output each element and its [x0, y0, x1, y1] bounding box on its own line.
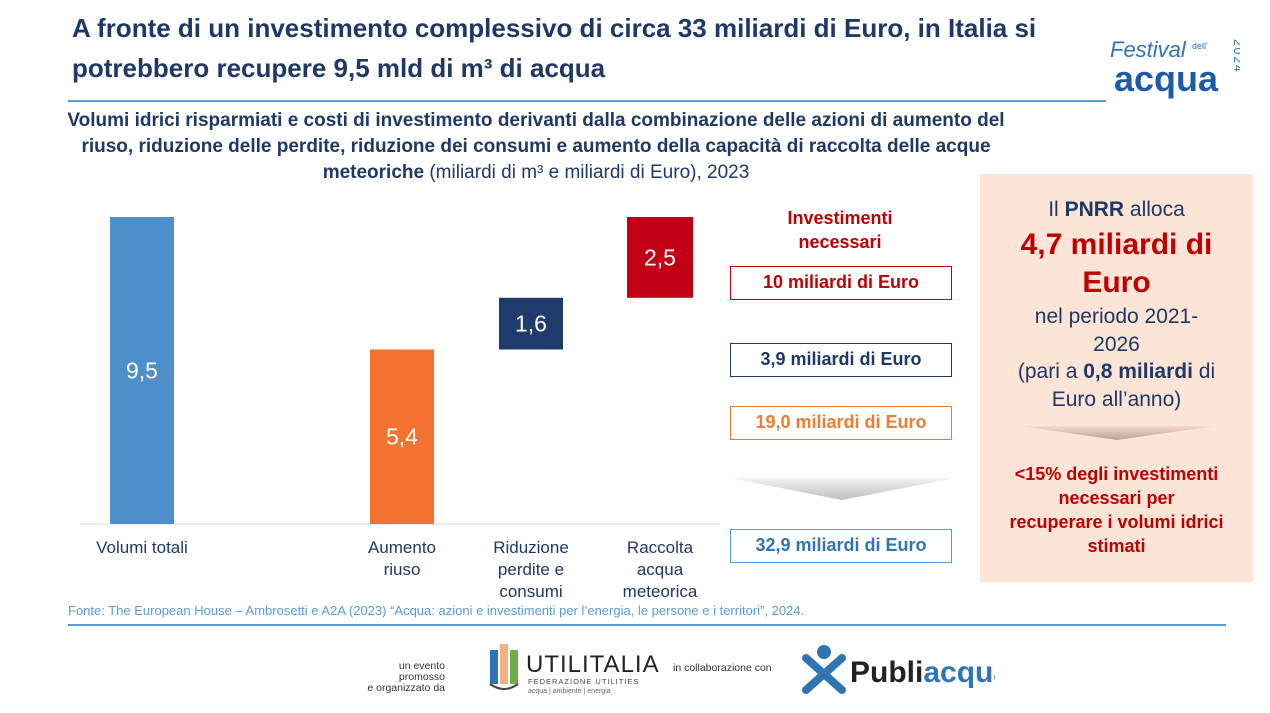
- utilitalia-sub: FEDERAZIONE UTILITIES: [528, 677, 639, 686]
- bar-value-label-4: 2,5: [644, 244, 676, 270]
- pnrr-annual: (pari a 0,8 miliardi di Euro all’anno): [980, 358, 1253, 414]
- pnrr-line1: Il PNRR alloca: [980, 198, 1253, 222]
- pnrr-period: nel periodo 2021- 2026: [980, 303, 1253, 359]
- logo-acqua-text: acqua: [1114, 58, 1219, 99]
- logo-dell-text: dell': [1192, 41, 1208, 51]
- pnrr-post: alloca: [1124, 198, 1185, 221]
- category-label-2: Aumento riuso: [332, 537, 472, 581]
- investments-heading-line2: necessari: [798, 232, 882, 252]
- logo-year-text: 2024: [1231, 39, 1240, 74]
- footer-divider: [68, 624, 1226, 626]
- pnrr-bold: PNRR: [1064, 198, 1125, 221]
- pnrr-pari-pre: (pari a: [1017, 360, 1084, 383]
- publi-text: Publi: [850, 656, 923, 689]
- investment-box-raccolta: 19,0 miliardi di Euro: [730, 406, 952, 440]
- pnrr-period-line2: 2026: [1093, 333, 1140, 356]
- pnrr-conclusion-line2: necessari per: [1058, 488, 1175, 508]
- promo-text: un evento promosso e organizzato da: [355, 661, 445, 694]
- pnrr-pari-post: di: [1192, 360, 1216, 383]
- pnrr-callout: [980, 174, 1253, 582]
- bar-4: [627, 217, 693, 298]
- category-label-3-line-1: Riduzione: [493, 538, 569, 557]
- promo-line1: un evento promosso: [398, 660, 445, 683]
- pnrr-arrow-icon: [1020, 426, 1215, 440]
- promo-line2: e organizzato da: [367, 682, 445, 694]
- pnrr-conclusion-line3: recuperare i volumi idrici: [1009, 512, 1224, 532]
- waterfall-chart: 9,5 5,4 1,6 2,5: [80, 217, 720, 525]
- category-label-4: Raccolta acqua meteorica: [590, 537, 730, 603]
- utilitalia-name: UTILITALIA: [526, 651, 660, 678]
- festival-dell-acqua-logo: Festival dell' acqua 2024: [1110, 37, 1240, 99]
- source-note: Fonte: The European House – Ambrosetti e…: [68, 603, 805, 618]
- bar-value-label-2: 5,4: [386, 424, 418, 450]
- pnrr-amount-line1: 4,7 miliardi di: [1020, 228, 1213, 261]
- category-label-3-line-3: consumi: [499, 582, 563, 601]
- category-label-3-line-2: perdite e: [497, 560, 565, 579]
- chart-bar-labels: 9,5 5,4 1,6 2,5: [126, 244, 676, 449]
- pnrr-period-line1: nel periodo 2021-: [1034, 305, 1199, 328]
- pnrr-conclusion-line4: stimati: [1087, 536, 1146, 556]
- pnrr-pari-bold: 0,8 miliardi: [1083, 360, 1193, 383]
- utilitalia-tag: acqua | ambiente | energia: [528, 688, 611, 695]
- investments-heading: Investimenti necessari: [760, 206, 920, 254]
- utilitalia-logo: UTILITALIA FEDERAZIONE UTILITIES acqua |…: [489, 644, 660, 695]
- bar-value-label-1: 9,5: [126, 358, 158, 384]
- sum-arrow-icon: [730, 478, 955, 500]
- chart-bars: [110, 217, 693, 524]
- category-label-2-line-1: Aumento: [367, 538, 437, 557]
- bar-value-label-3: 1,6: [515, 311, 547, 337]
- category-label-2-line-2: riuso: [383, 560, 421, 579]
- category-label-3: Riduzione perdite e consumi: [461, 537, 601, 603]
- acqua-text: acqua: [923, 656, 995, 689]
- bar-3: [499, 297, 563, 350]
- pnrr-pre: Il: [1048, 198, 1065, 221]
- collab-text: in collaborazione con: [673, 662, 772, 674]
- category-label-1: Volumi totali: [72, 537, 212, 559]
- pnrr-conclusion-line1: <15% degli investimenti: [1014, 464, 1219, 484]
- investments-heading-line1: Investimenti: [787, 208, 893, 228]
- slide-title: A fronte di un investimento complessivo …: [72, 13, 1037, 83]
- svg-text:Publiacqua: Publiacqua: [850, 656, 995, 689]
- investment-box-riuso: 10 miliardi di Euro: [730, 266, 952, 300]
- pnrr-amount-line2: Euro: [1082, 266, 1151, 299]
- publiacqua-logo: Publiacqua: [802, 645, 995, 694]
- pnrr-conclusion: <15% degli investimenti necessari per re…: [980, 462, 1253, 558]
- investment-box-total: 32,9 miliardi di Euro: [730, 529, 952, 563]
- bar-1: [110, 217, 174, 524]
- bar-2: [370, 349, 434, 524]
- pnrr-amount: 4,7 miliardi di Euro: [980, 226, 1253, 302]
- investment-box-perdite: 3,9 miliardi di Euro: [730, 343, 952, 377]
- logo-festival-text: Festival: [1110, 37, 1187, 62]
- subtitle-units: (miliardi di m³ e miliardi di Euro), 202…: [424, 162, 750, 183]
- category-label-4-line-2: acqua: [636, 560, 684, 579]
- chart-subtitle: Volumi idrici risparmiati e costi di inv…: [66, 108, 1006, 186]
- category-label-4-line-1: Raccolta: [626, 538, 694, 557]
- pnrr-pari-line2: Euro all’anno): [1051, 388, 1182, 411]
- subtitle-bold: Volumi idrici risparmiati e costi di inv…: [67, 110, 1005, 183]
- category-label-4-line-3: meteorica: [622, 582, 698, 601]
- title-divider: [68, 100, 1106, 102]
- category-label-1-line-1: Volumi totali: [96, 538, 188, 557]
